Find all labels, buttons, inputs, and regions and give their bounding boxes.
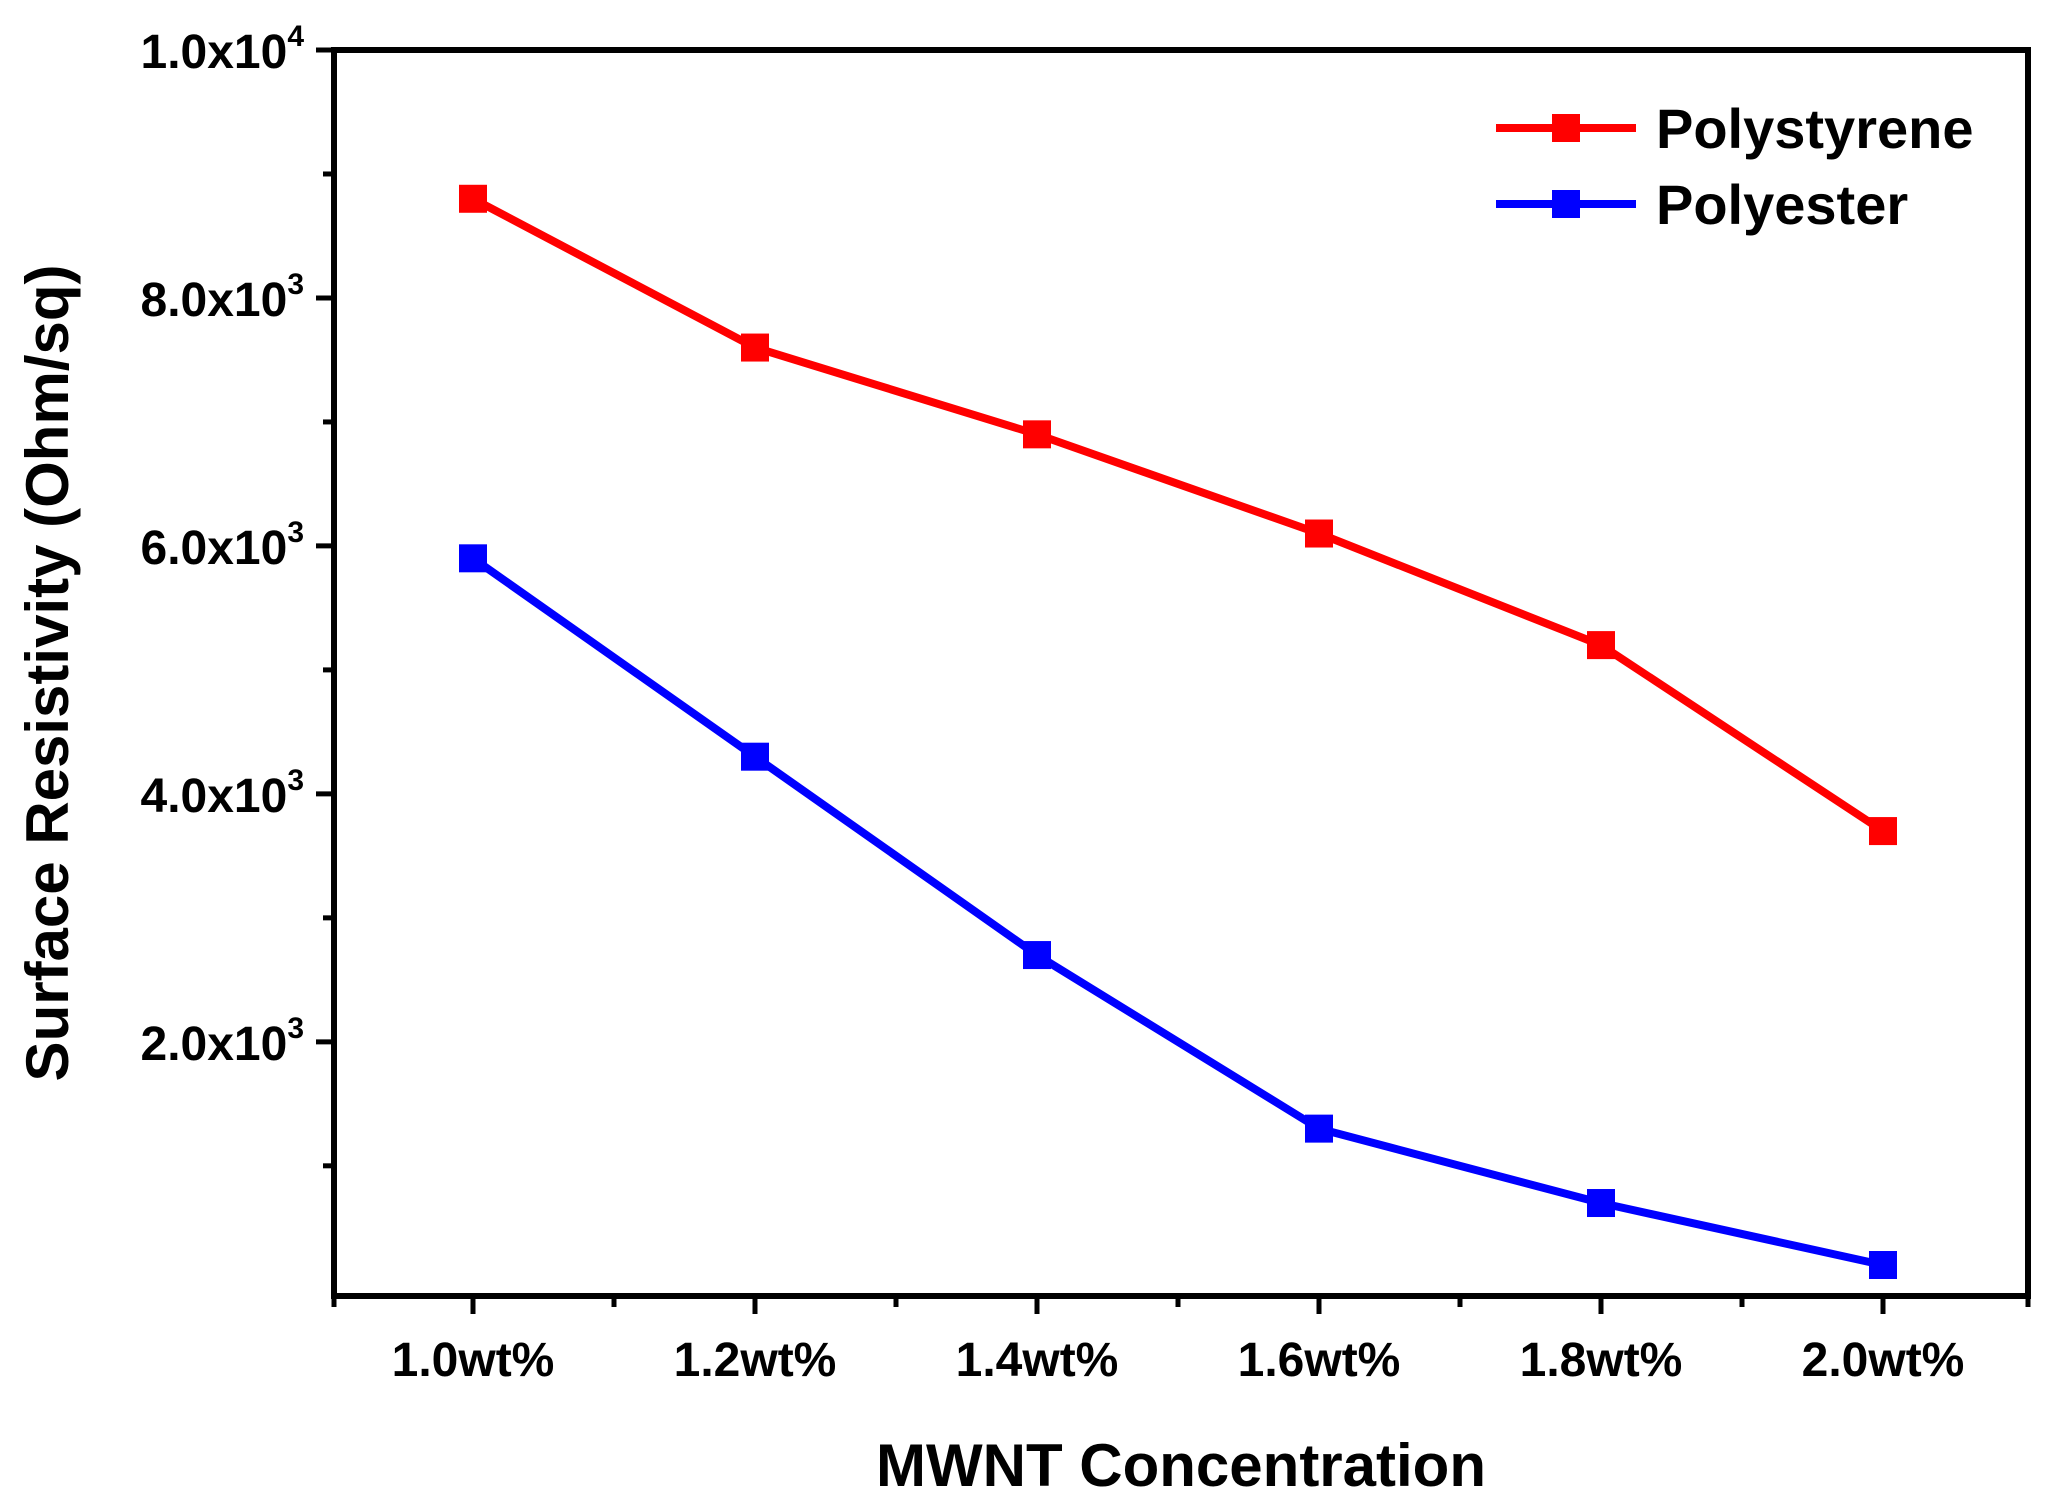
- y-tick-exponent: 4: [287, 20, 304, 53]
- legend-item: Polystyrene: [1496, 97, 1974, 160]
- data-point: [1305, 519, 1333, 548]
- legend-item: Polyester: [1496, 173, 1908, 236]
- data-point: [1587, 631, 1615, 660]
- series-line: [471, 195, 1886, 835]
- series-polyester: [459, 544, 1897, 1280]
- x-tick-label: 1.8wt%: [1520, 1334, 1683, 1387]
- y-tick-exponent: 3: [287, 1012, 304, 1045]
- y-tick-mantissa: 8.0x10: [141, 274, 288, 327]
- y-tick-label: 4.0x103: [141, 764, 305, 823]
- y-tick-exponent: 3: [287, 516, 304, 549]
- series-polystyrene: [459, 184, 1897, 846]
- x-axis-title: MWNT Concentration: [876, 1432, 1486, 1499]
- data-point: [1023, 420, 1051, 449]
- data-point: [1869, 817, 1897, 846]
- data-point: [741, 333, 769, 362]
- x-axis-ticks: 1.0wt% 1.2wt% 1.4wt% 1.6wt% 1.8wt% 2.0wt%: [331, 1296, 2031, 1387]
- data-point: [1305, 1114, 1333, 1143]
- data-point: [459, 184, 487, 213]
- data-point: [1869, 1251, 1897, 1280]
- x-tick-label: 2.0wt%: [1802, 1334, 1965, 1387]
- series-layer: [459, 184, 1897, 1280]
- y-tick-label: 8.0x103: [141, 268, 305, 327]
- x-tick-label: 1.6wt%: [1238, 1334, 1401, 1387]
- y-tick-label: 2.0x103: [141, 1012, 305, 1071]
- y-tick-exponent: 3: [287, 268, 304, 301]
- x-tick-label: 1.4wt%: [956, 1334, 1119, 1387]
- data-point: [741, 742, 769, 771]
- x-tick-label: 1.2wt%: [674, 1334, 837, 1387]
- legend: Polystyrene Polyester: [1496, 97, 1974, 236]
- y-tick-mantissa: 4.0x10: [141, 770, 288, 823]
- legend-marker: [1552, 114, 1580, 142]
- plot-frame: [331, 47, 2031, 1299]
- y-tick-label: 1.0x104: [141, 20, 305, 79]
- legend-marker: [1552, 190, 1580, 218]
- y-tick-mantissa: 2.0x10: [141, 1018, 288, 1071]
- data-point: [1023, 941, 1051, 970]
- y-tick-label: 6.0x103: [141, 516, 305, 575]
- y-tick-mantissa: 1.0x10: [141, 26, 288, 79]
- data-point: [1587, 1189, 1615, 1218]
- series-line: [470, 555, 1884, 1269]
- legend-label: Polyester: [1656, 173, 1908, 236]
- y-tick-mantissa: 6.0x10: [141, 522, 288, 575]
- x-tick-label: 1.0wt%: [392, 1334, 555, 1387]
- y-axis-title: Surface Resistivity (Ohm/sq): [14, 265, 81, 1082]
- y-tick-exponent: 3: [287, 764, 304, 797]
- legend-label: Polystyrene: [1656, 97, 1974, 160]
- data-point: [459, 544, 487, 573]
